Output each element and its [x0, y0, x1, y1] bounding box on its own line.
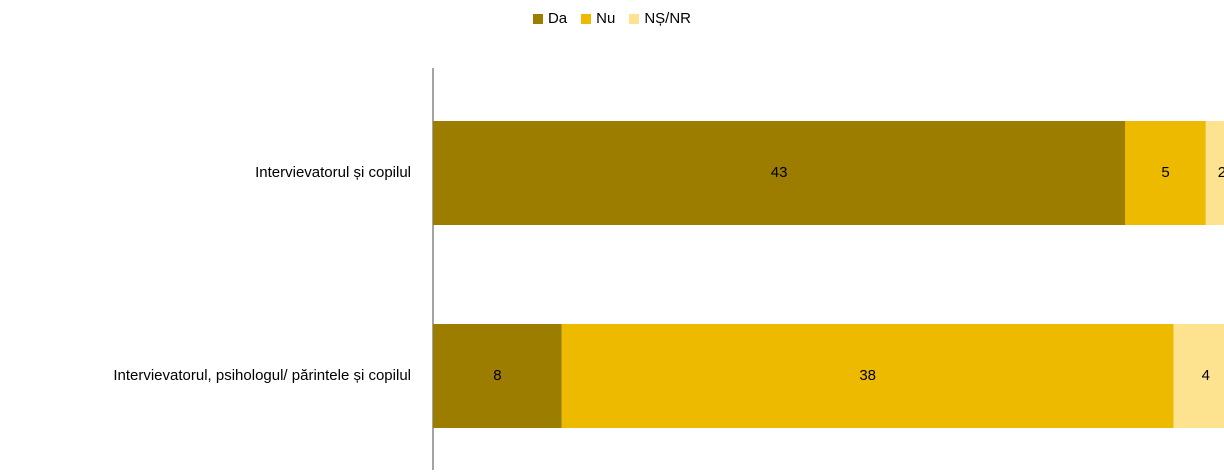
category-tick-label: Intervievatorul și copilul — [255, 164, 411, 181]
legend: Da Nu NȘ/NR — [0, 10, 1224, 27]
bar-segment — [561, 324, 1174, 428]
bar-segment — [433, 121, 1126, 225]
category-tick-label: Intervievatorul, psihologul/ părintele ș… — [113, 367, 411, 384]
legend-swatch — [629, 13, 640, 24]
data-label: 4 — [1202, 367, 1210, 384]
data-label: 5 — [1161, 164, 1169, 181]
legend-label: Nu — [596, 10, 616, 27]
legend-item: Da — [532, 10, 568, 27]
bar-segment — [433, 324, 562, 428]
data-label: 43 — [771, 164, 788, 181]
legend-label: Da — [547, 10, 568, 27]
bar-segment — [1205, 121, 1224, 225]
legend-swatch — [581, 13, 592, 24]
bar-segment — [1173, 324, 1224, 428]
data-label: 2 — [1218, 164, 1224, 181]
data-label: 38 — [859, 367, 876, 384]
legend-swatch — [532, 13, 543, 24]
legend-item: NȘ/NR — [629, 10, 691, 27]
bar-segment — [1125, 121, 1206, 225]
legend-label: NȘ/NR — [644, 10, 692, 27]
legend-item: Nu — [581, 10, 615, 27]
data-label: 8 — [493, 367, 501, 384]
